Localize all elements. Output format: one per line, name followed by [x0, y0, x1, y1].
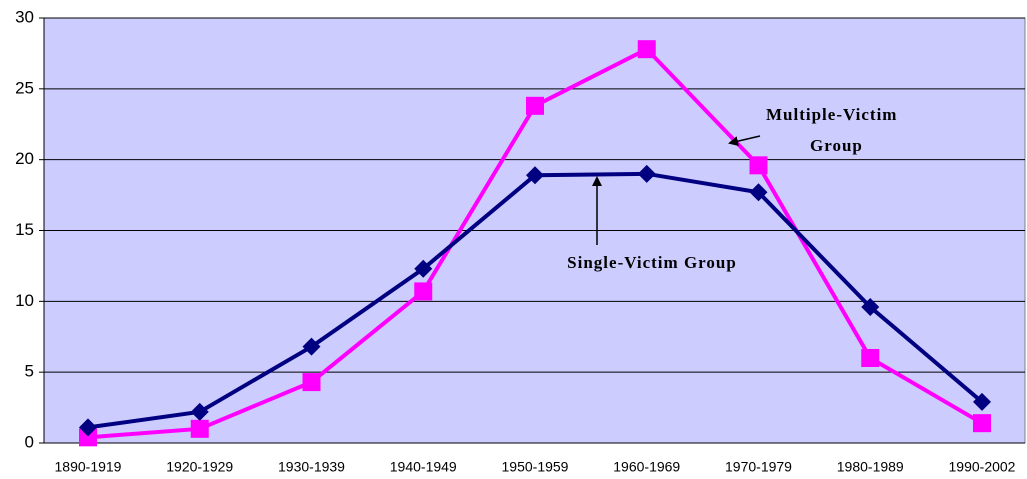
marker	[973, 414, 991, 433]
x-tick-label: 1970-1979	[725, 459, 792, 475]
marker	[79, 418, 97, 437]
annotation-arrow	[728, 135, 761, 147]
marker	[637, 40, 656, 59]
y-tick-label: 5	[25, 362, 34, 381]
marker	[414, 259, 433, 278]
annotation: Multiple-Victim	[766, 105, 897, 124]
marker	[861, 349, 880, 367]
marker	[302, 337, 321, 356]
y-tick-label: 0	[25, 432, 34, 451]
x-tick-label: 1950-1959	[502, 459, 569, 475]
x-tick-label: 1980-1989	[837, 459, 904, 475]
y-tick-label: 30	[15, 7, 34, 26]
y-tick-label: 10	[15, 291, 34, 310]
marker	[190, 402, 209, 421]
marker	[749, 183, 768, 202]
x-tick-label: 1890-1919	[55, 459, 122, 475]
x-tick-label: 1920-1929	[166, 459, 233, 475]
y-tick-label: 20	[15, 149, 34, 168]
marker	[861, 298, 880, 316]
marker	[190, 419, 209, 438]
marker	[79, 428, 97, 447]
marker	[526, 96, 544, 115]
y-tick-label: 15	[15, 220, 34, 239]
marker	[973, 392, 991, 411]
y-tick-label: 25	[15, 78, 34, 97]
marker	[414, 282, 433, 301]
marker	[637, 164, 656, 183]
x-tick-label: 1930-1939	[278, 459, 345, 475]
annotation: Single-Victim Group	[567, 253, 737, 272]
x-tick-label: 1960-1969	[613, 459, 680, 475]
marker	[749, 156, 768, 175]
marker	[526, 166, 544, 185]
marker	[302, 373, 321, 392]
x-tick-label: 1990-2002	[949, 459, 1016, 475]
annotation: Group	[810, 136, 863, 155]
x-tick-label: 1940-1949	[390, 459, 457, 475]
